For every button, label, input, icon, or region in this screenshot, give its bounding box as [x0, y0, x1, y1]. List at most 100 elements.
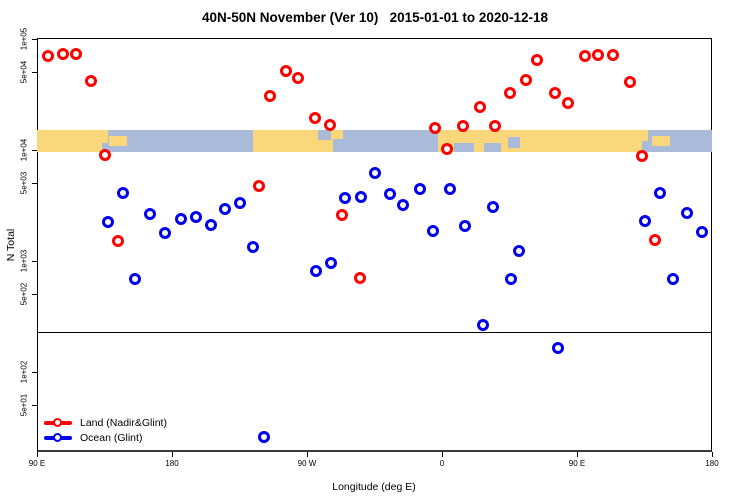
band-detail-ocean: [641, 141, 649, 153]
map-band-strip: [37, 130, 712, 153]
y-tick-label: 5e+03: [19, 172, 29, 195]
x-tick-mark: [577, 452, 578, 457]
legend: Land (Nadir&Glint) Ocean (Glint): [44, 415, 167, 445]
y-tick-mark: [32, 260, 37, 262]
data-point: [476, 318, 489, 331]
data-point: [263, 90, 276, 103]
data-point: [551, 342, 564, 355]
x-tick-label: 0: [439, 459, 445, 468]
data-point: [143, 207, 156, 220]
data-point: [578, 50, 591, 63]
band-detail-ocean: [454, 142, 474, 153]
y-tick-mark: [32, 294, 37, 296]
data-point: [505, 272, 517, 285]
data-point: [562, 96, 574, 109]
land-circle-icon: [53, 417, 62, 427]
x-axis-title: Longitude (deg E): [332, 481, 416, 493]
data-point: [98, 149, 111, 162]
data-point: [548, 87, 561, 100]
data-point: [667, 272, 679, 285]
data-point: [253, 180, 265, 193]
y-tick-label: 1e+03: [19, 249, 29, 273]
data-point: [512, 244, 525, 257]
land-marker-icon: [44, 417, 72, 429]
data-point: [335, 208, 348, 221]
data-point: [488, 120, 501, 133]
data-point: [503, 87, 516, 100]
data-point: [653, 186, 666, 199]
y-tick-mark: [32, 149, 37, 151]
data-point: [623, 75, 636, 88]
data-point: [310, 265, 322, 278]
data-point: [353, 272, 366, 285]
band-detail-ocean: [484, 142, 501, 153]
reference-line: [37, 331, 712, 333]
data-point: [458, 219, 471, 232]
data-point: [292, 71, 304, 84]
y-tick-label: 5e+01: [19, 394, 29, 417]
y-tick-label: 1e+04: [19, 138, 29, 162]
data-point: [592, 48, 604, 61]
x-tick-mark: [442, 452, 443, 457]
x-tick-mark: [712, 452, 713, 457]
data-point: [56, 48, 69, 61]
legend-label-land: Land (Nadir&Glint): [80, 416, 167, 429]
data-point: [70, 48, 82, 61]
data-point: [205, 218, 217, 231]
data-point: [530, 53, 543, 66]
data-point: [112, 235, 124, 248]
data-point: [158, 226, 171, 239]
data-point: [41, 50, 54, 63]
data-point: [520, 73, 532, 86]
data-point: [128, 272, 141, 285]
data-point: [649, 234, 661, 247]
data-point: [355, 190, 367, 203]
data-point: [487, 201, 499, 214]
data-point: [175, 212, 187, 225]
band-detail-land: [652, 135, 670, 146]
data-point: [440, 142, 453, 155]
legend-item-land: Land (Nadir&Glint): [44, 415, 167, 430]
data-point: [635, 150, 648, 163]
data-point: [413, 182, 426, 195]
legend-label-ocean: Ocean (Glint): [80, 431, 143, 444]
data-point: [368, 166, 381, 179]
x-tick-label: 90 E: [28, 459, 46, 468]
band-detail-ocean: [317, 130, 331, 141]
data-point: [247, 240, 259, 253]
y-tick-label: 1e+02: [19, 360, 29, 384]
data-point: [427, 225, 439, 238]
y-tick-mark: [32, 38, 37, 40]
data-point: [695, 226, 708, 239]
data-point: [85, 74, 97, 87]
data-point: [473, 100, 486, 113]
data-point: [233, 196, 246, 209]
data-point: [280, 65, 292, 78]
data-point: [218, 202, 231, 215]
ocean-marker-icon: [44, 432, 72, 444]
data-point: [116, 186, 129, 199]
plot-area: [37, 38, 712, 452]
data-point: [323, 118, 336, 131]
data-point: [638, 215, 651, 227]
x-tick-mark: [172, 452, 173, 457]
band-detail-ocean: [101, 142, 109, 153]
data-point: [680, 207, 693, 220]
y-tick-mark: [32, 183, 37, 185]
data-point: [457, 120, 469, 133]
band-segment-land: [253, 130, 333, 153]
data-point: [101, 216, 114, 229]
data-point: [428, 121, 441, 134]
chart-title: 40N-50N November (Ver 10) 2015-01-01 to …: [202, 10, 548, 25]
band-segment-land: [37, 130, 108, 153]
y-tick-mark: [32, 405, 37, 407]
x-tick-label: 180: [705, 459, 719, 468]
x-tick-mark: [37, 452, 38, 457]
data-point: [325, 256, 337, 269]
x-tick-label: 90 E: [568, 459, 586, 468]
band-detail-land: [332, 130, 343, 140]
x-tick-label: 180: [165, 459, 179, 468]
y-tick-label: 5e+04: [19, 61, 29, 84]
data-point: [607, 48, 619, 61]
